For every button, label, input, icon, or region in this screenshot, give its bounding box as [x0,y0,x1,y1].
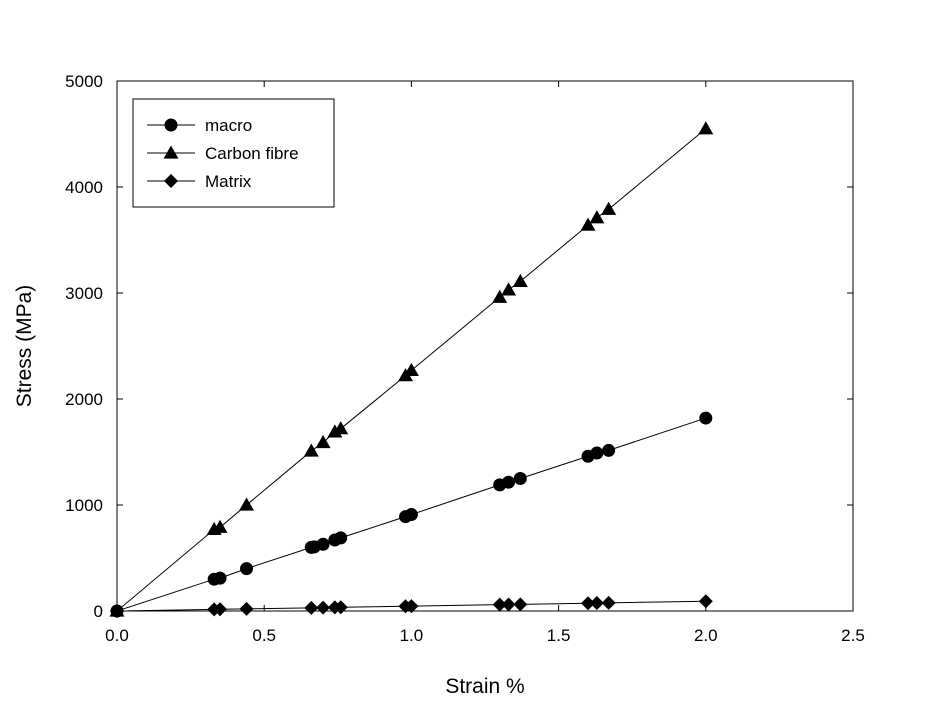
data-point [513,597,528,612]
x-axis-title: Strain % [445,675,524,698]
series-macro [110,411,713,618]
legend-label: Carbon fibre [205,144,299,163]
x-tick-label: 2.5 [841,626,865,645]
plot-frame [116,80,854,612]
data-point [589,596,604,611]
plot-area [116,80,854,612]
data-point [589,210,605,224]
y-tick-label: 2000 [65,390,103,409]
data-point [110,604,124,618]
data-series [109,121,714,618]
y-tick-label: 5000 [65,72,103,91]
data-point [240,562,254,576]
y-axis-title: Stress (MPa) [13,285,36,408]
data-point [316,600,331,615]
data-point [699,411,713,425]
data-point [333,600,348,615]
data-point [213,571,227,585]
data-point [502,475,516,489]
data-point [492,597,507,612]
y-tick-label: 4000 [65,178,103,197]
data-point [164,118,178,132]
legend-item: Matrix [147,172,252,191]
data-point [404,599,419,614]
data-point [403,362,419,377]
data-point [333,421,349,435]
x-tick-label: 1.0 [400,626,424,645]
axis-ticks: 0.0 0.5 1.0 1.5 2.0 2.5 0 1000 2000 3000 4000 5000 [65,72,865,645]
data-point [602,443,616,457]
data-point [315,434,331,449]
data-point [492,289,508,303]
data-point [512,273,528,287]
data-point [212,519,228,533]
data-point [316,537,330,551]
data-point [304,600,319,615]
x-tick-label: 2.0 [694,626,718,645]
data-point [239,497,255,511]
legend-item: macro [147,116,252,135]
x-tick-label: 0.0 [105,626,129,645]
x-tick-label: 0.5 [252,626,276,645]
y-tick-label: 3000 [65,284,103,303]
data-point [601,595,616,610]
legend-label: Matrix [205,172,252,191]
legend: macro Carbon fibre Matrix [132,98,335,208]
data-point [501,597,516,612]
data-point [581,596,596,611]
y-tick-label: 1000 [65,496,103,515]
data-point [698,121,714,135]
data-point [239,601,254,616]
data-point [601,201,617,215]
data-point [580,217,596,231]
series-matrix [110,594,713,618]
data-point [213,602,228,617]
legend-label: macro [205,116,252,135]
legend-item: Carbon fibre [147,144,299,163]
data-point [590,446,604,460]
x-tick-label: 1.5 [547,626,571,645]
data-point [513,472,527,485]
data-point [303,443,319,457]
y-tick-label: 0 [94,602,103,621]
data-point [501,282,517,296]
data-point [334,531,348,545]
data-point [163,145,179,159]
data-point [164,174,178,188]
data-point [404,508,418,522]
data-point [698,594,713,609]
